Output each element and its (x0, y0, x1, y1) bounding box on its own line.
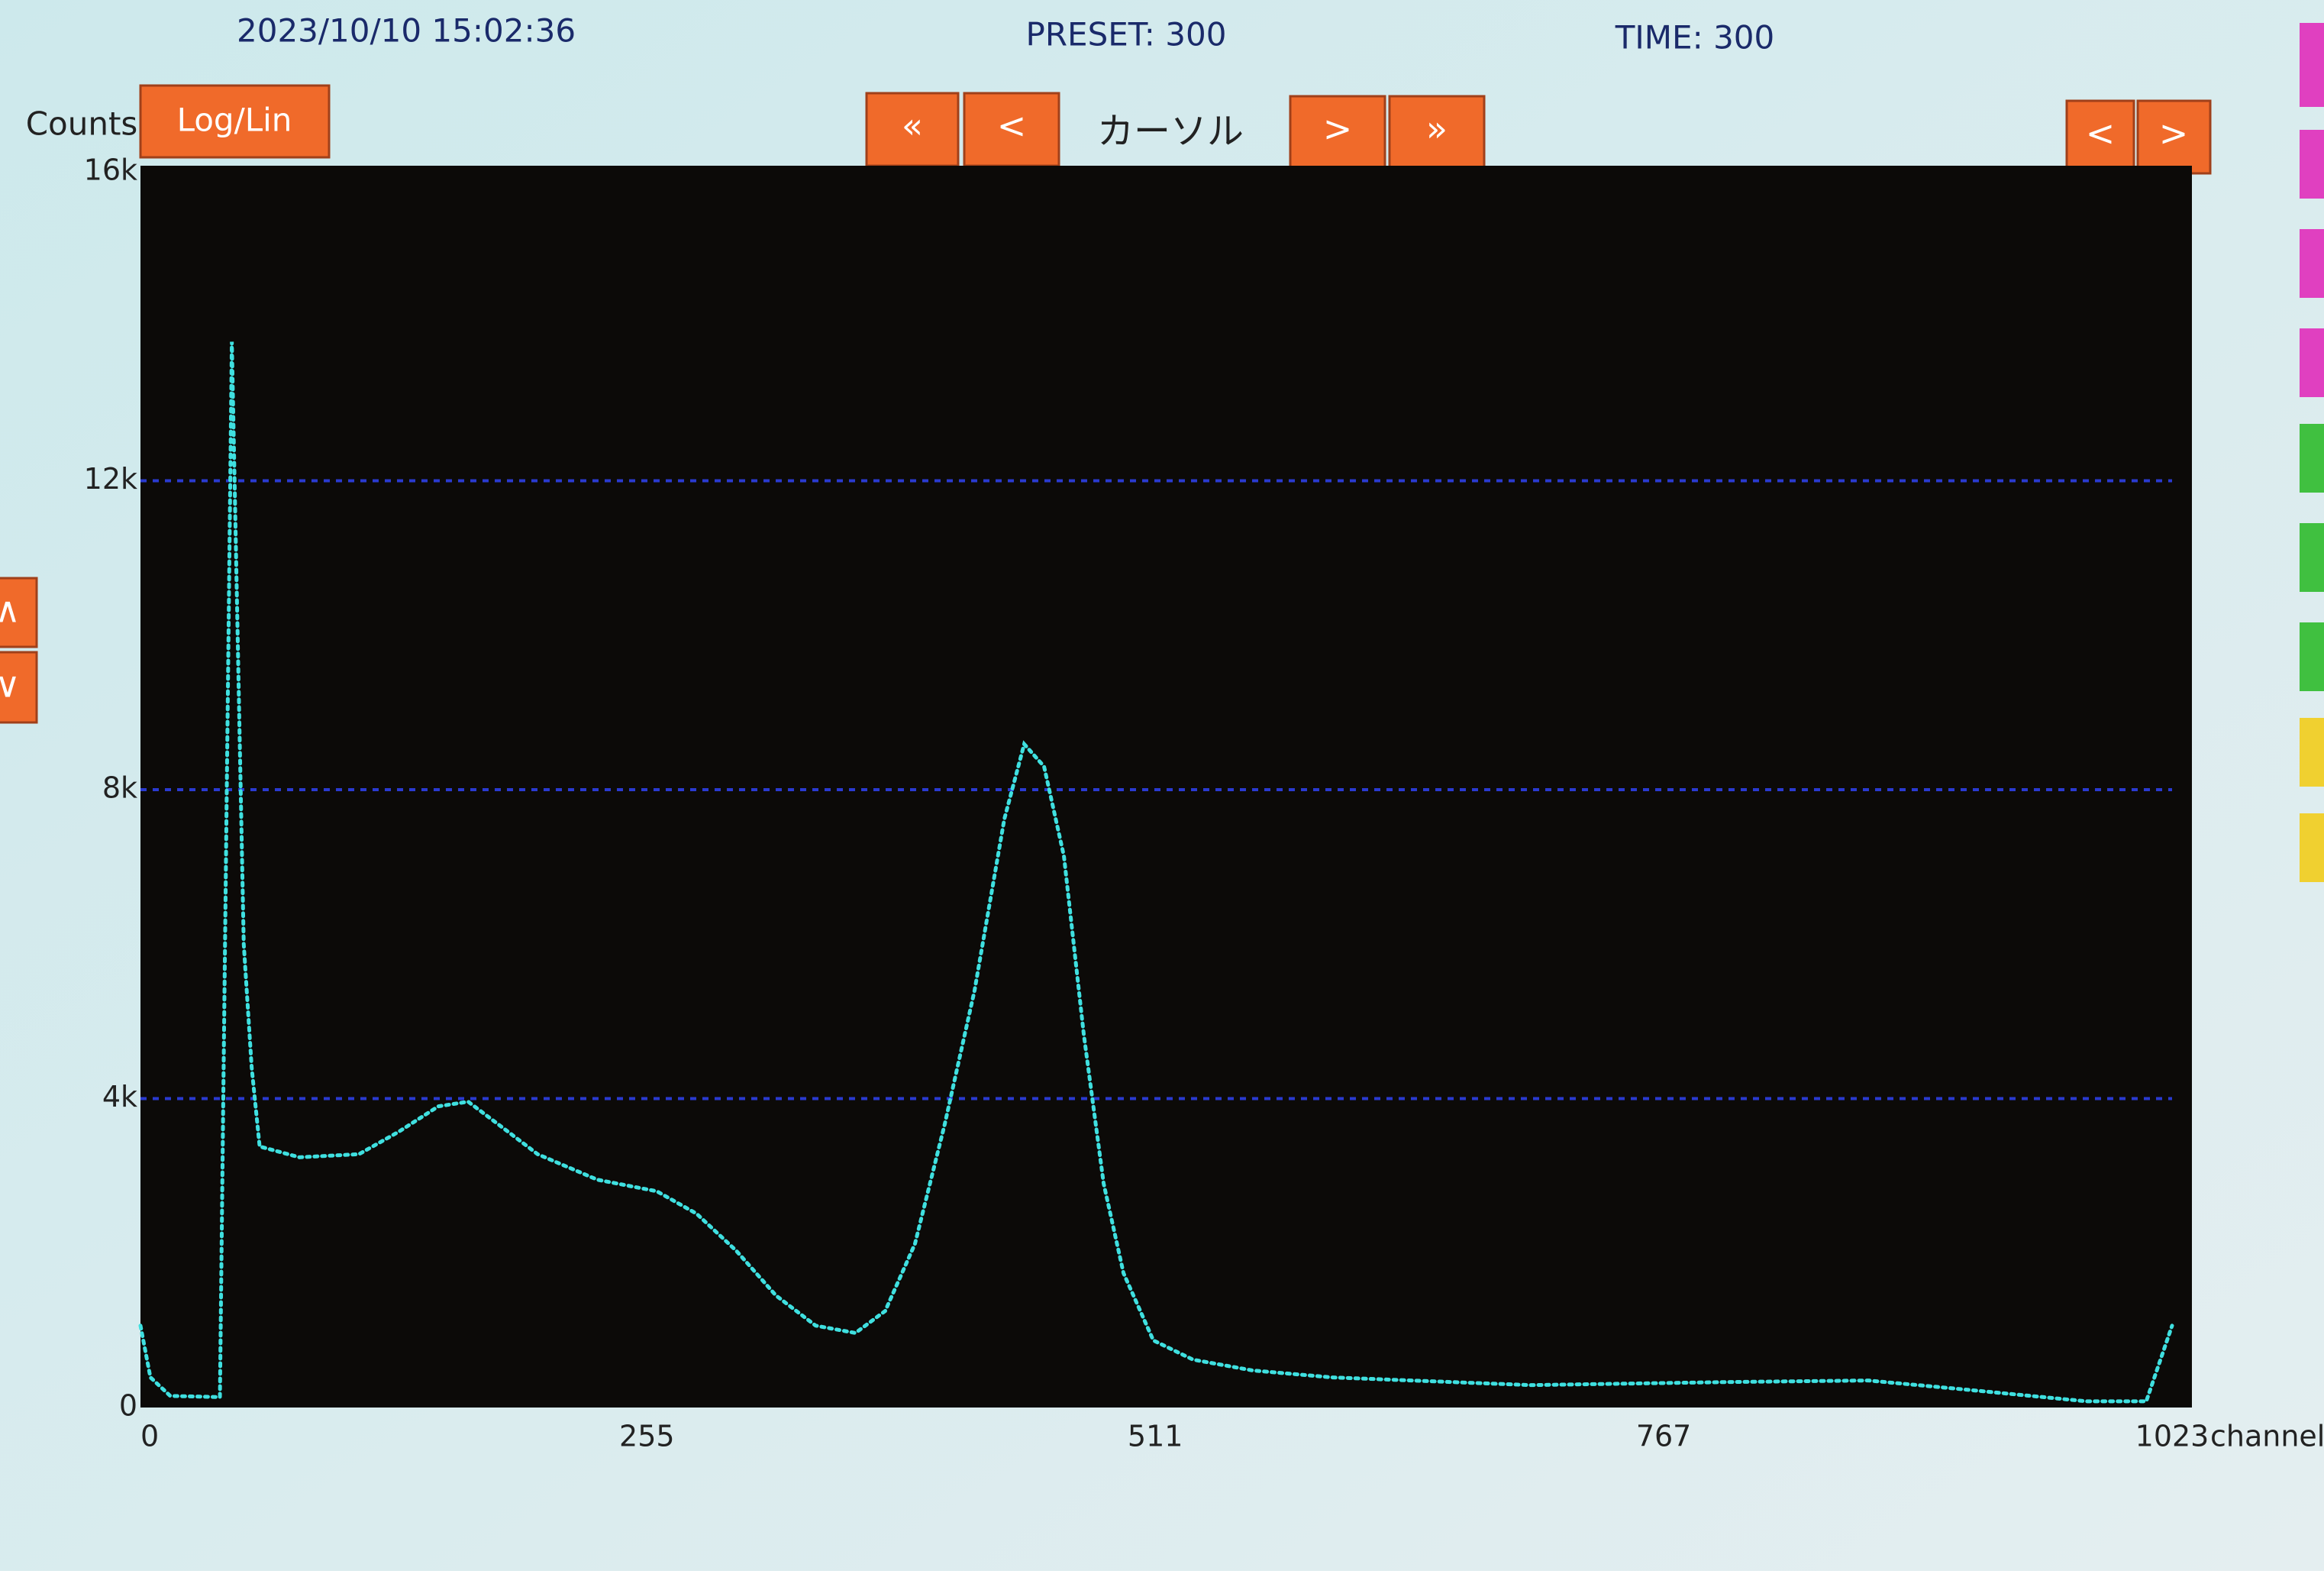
button-bg (865, 92, 960, 167)
tab (2300, 622, 2324, 691)
x-tick-label: 1023 (2135, 1420, 2209, 1453)
tab (2300, 523, 2324, 592)
button-label: < (997, 105, 1027, 147)
button-label: ∧ (0, 590, 21, 631)
button-label: ∨ (0, 664, 21, 706)
side-tabs (2300, 23, 2324, 882)
cursor-right[interactable]: > (1289, 95, 1386, 170)
datetime: 2023/10/10 15:02:36 (237, 12, 576, 50)
side-up[interactable]: ∧ (0, 577, 38, 648)
tab (2300, 229, 2324, 298)
tab (2300, 328, 2324, 397)
button-bg (0, 577, 38, 648)
tab (2300, 813, 2324, 882)
cursor-label: カーソル (1097, 110, 1244, 153)
spectrum (138, 341, 2174, 1404)
x-tick-label: 511 (1128, 1420, 1183, 1453)
tab (2300, 424, 2324, 493)
scroll-left[interactable]: < (2065, 99, 2135, 175)
button-label: > (1323, 108, 1353, 150)
button-label: < (2086, 113, 2116, 154)
scroll-right[interactable]: > (2136, 99, 2212, 175)
button-label: > (2159, 113, 2189, 154)
x-tick-label: 0 (140, 1420, 159, 1453)
x-tick-label: 255 (619, 1420, 675, 1453)
y-tick-label: 0 (119, 1389, 137, 1423)
preset: PRESET: 300 (1026, 16, 1227, 53)
button-label: Log/Lin (177, 102, 292, 139)
tab (2300, 130, 2324, 199)
tab (2300, 718, 2324, 787)
y-tick-label: 8k (102, 771, 137, 805)
x-axis-label: channel (2210, 1420, 2324, 1453)
plot-area (140, 166, 2192, 1408)
x-tick-label: 767 (1636, 1420, 1692, 1453)
side-down[interactable]: ∨ (0, 651, 38, 724)
y-tick-label: 4k (102, 1080, 137, 1113)
cursor-left[interactable]: < (963, 92, 1060, 167)
log-lin-button[interactable]: Log/Lin (139, 84, 331, 159)
y-tick-label: 16k (84, 154, 137, 187)
time: TIME: 300 (1615, 19, 1774, 57)
counts-label: Counts (26, 105, 138, 143)
button-bg (0, 651, 38, 724)
button-label: » (1426, 108, 1448, 150)
y-tick-label: 12k (84, 462, 137, 496)
button-bg (139, 84, 331, 159)
button-label: « (902, 105, 923, 147)
tab (2300, 23, 2324, 107)
button-bg (2136, 99, 2212, 175)
button-bg (963, 92, 1060, 167)
cursor-fast-left[interactable]: « (865, 92, 960, 167)
cursor-fast-right[interactable]: » (1388, 95, 1486, 170)
